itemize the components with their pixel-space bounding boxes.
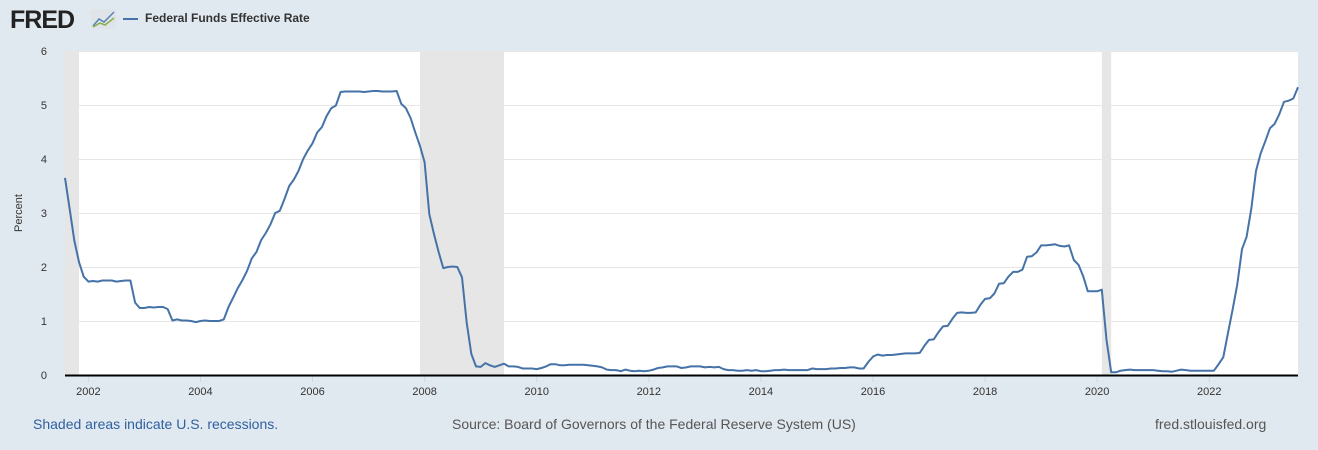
x-tick-label: 2004 — [188, 386, 212, 398]
y-tick-label: 4 — [41, 154, 47, 166]
legend-swatch — [123, 18, 138, 20]
legend-label: Federal Funds Effective Rate — [145, 11, 310, 25]
fred-logo[interactable]: FRED — [10, 6, 120, 37]
y-tick-label: 1 — [41, 316, 47, 328]
source-text: Source: Board of Governors of the Federa… — [452, 416, 856, 432]
x-tick-label: 2010 — [524, 386, 548, 398]
y-tick-label: 5 — [41, 100, 47, 112]
y-tick-label: 3 — [41, 208, 47, 220]
svg-text:FRED: FRED — [10, 6, 74, 32]
x-tick-label: 2002 — [76, 386, 100, 398]
recession-note-link[interactable]: Shaded areas indicate U.S. recessions. — [33, 416, 279, 432]
y-tick-label: 0 — [41, 370, 47, 382]
x-tick-label: 2022 — [1197, 386, 1221, 398]
x-tick-label: 2012 — [637, 386, 661, 398]
fred-logo-graphic: FRED — [10, 6, 116, 34]
x-tick-label: 2020 — [1085, 386, 1109, 398]
y-tick-label: 2 — [41, 262, 47, 274]
x-tick-label: 2018 — [973, 386, 997, 398]
x-tick-label: 2006 — [300, 386, 324, 398]
x-tick-label: 2008 — [412, 386, 436, 398]
y-axis-label: Percent — [13, 194, 25, 232]
site-link[interactable]: fred.stlouisfed.org — [1155, 416, 1267, 432]
series-line-federal-funds-rate — [64, 86, 1299, 374]
x-tick-label: 2016 — [861, 386, 885, 398]
y-tick-label: 6 — [41, 46, 47, 58]
x-tick-label: 2014 — [749, 386, 773, 398]
